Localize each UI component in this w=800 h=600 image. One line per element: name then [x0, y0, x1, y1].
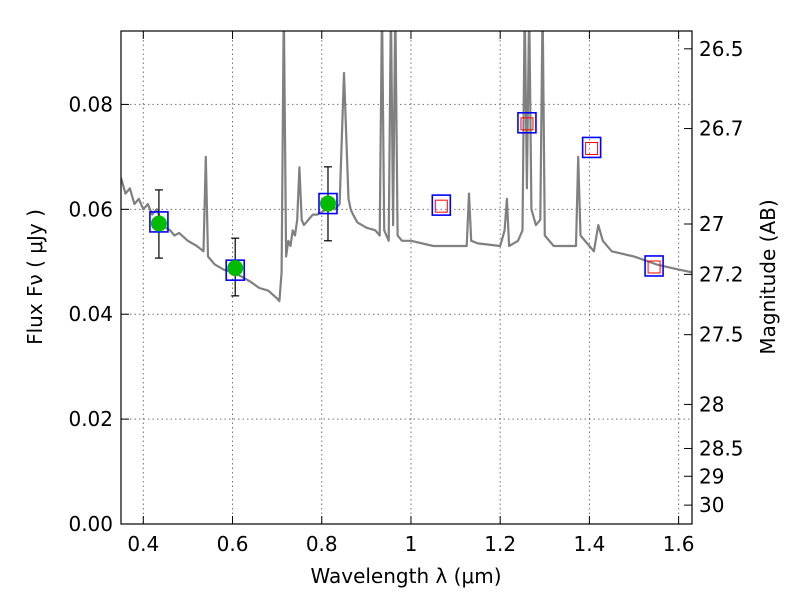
y2-tick-label: 26.7 — [699, 117, 744, 141]
observed-point — [319, 195, 336, 212]
y2-axis-title: Magnitude (AB) — [756, 199, 780, 354]
y2-tick-label: 27.2 — [699, 262, 744, 286]
model-point-inner — [520, 117, 534, 131]
y-axis-flux: 0.00 0.02 0.04 0.06 0.08 — [68, 92, 129, 536]
x-tick-label: 0.4 — [127, 532, 159, 556]
x-tick-label: 1.4 — [573, 532, 605, 556]
model-point-square — [644, 255, 664, 277]
x-tick-label: 0.6 — [217, 532, 249, 556]
x-tick-label: 1.6 — [663, 532, 695, 556]
model-point-square — [517, 111, 537, 134]
x-tick-label: 1.2 — [484, 532, 516, 556]
model-point-inner — [585, 141, 599, 155]
model-point-square — [431, 194, 452, 216]
plot-frame — [120, 30, 693, 525]
observed-point — [150, 215, 167, 232]
model-point-square — [149, 211, 169, 233]
grid-layer — [121, 31, 692, 524]
y2-tick-label: 28.5 — [699, 436, 744, 460]
y-tick-label: 0.04 — [68, 302, 113, 326]
y-tick-label: 0.06 — [68, 197, 113, 221]
y2-tick-label: 29 — [699, 464, 724, 488]
y2-tick-label: 26.5 — [699, 37, 744, 61]
y-axis-title: Flux Fν ( μJy ) — [23, 209, 47, 345]
points-layer — [149, 111, 664, 297]
model-point-square — [581, 136, 602, 159]
y2-tick-label: 27 — [699, 212, 724, 236]
model-point-inner — [647, 260, 661, 274]
y-tick-label: 0.00 — [68, 512, 113, 536]
x-axis: 0.4 0.6 0.8 1 1.2 1.4 1.6 — [127, 31, 695, 556]
y2-tick-label: 30 — [699, 493, 724, 517]
model-point-inner — [434, 199, 448, 213]
x-axis-title: Wavelength λ (μm) — [310, 564, 501, 588]
x-tick-label: 0.8 — [306, 532, 338, 556]
observed-point — [227, 260, 244, 277]
y2-tick-label: 27.5 — [699, 323, 744, 347]
x-tick-label: 1 — [405, 532, 418, 556]
model-point-square — [318, 192, 338, 215]
y-axis-magnitude: 26.5 26.7 27 27.2 27.5 28 28.5 29 30 — [684, 37, 744, 517]
y-tick-label: 0.02 — [68, 407, 113, 431]
y-tick-label: 0.08 — [68, 92, 113, 116]
spectrum-line — [121, 31, 692, 303]
spectrum-layer — [121, 31, 692, 303]
y2-tick-label: 28 — [699, 392, 724, 416]
